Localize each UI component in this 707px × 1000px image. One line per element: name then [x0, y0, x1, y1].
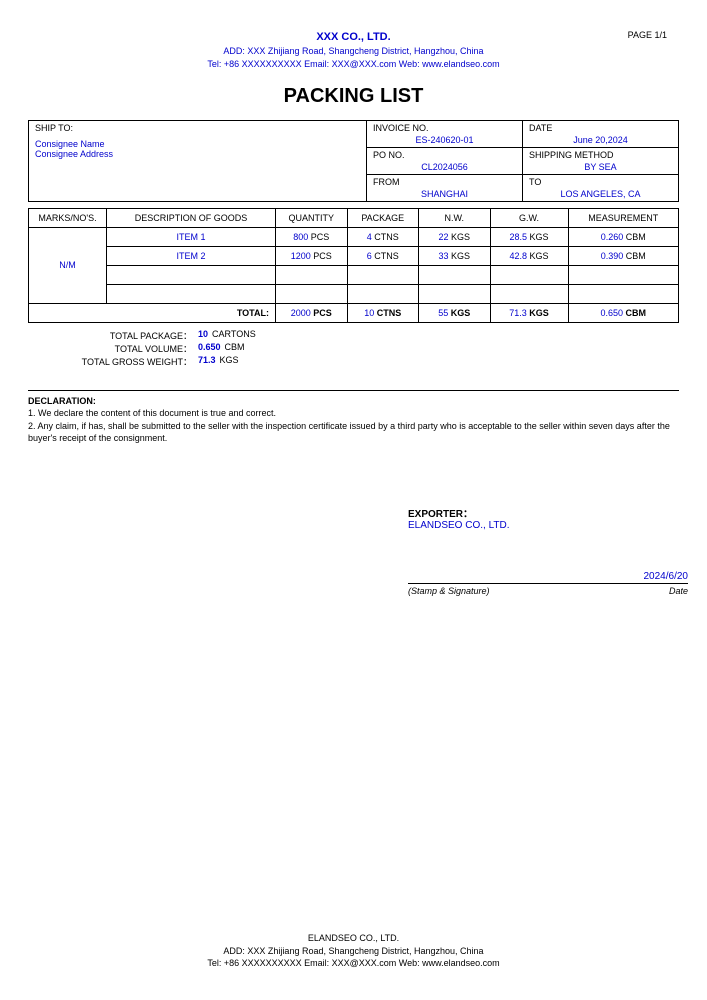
declaration-title: DECLARATION: [28, 395, 679, 408]
to-label: TO [529, 177, 672, 187]
unit: KGS [451, 308, 471, 318]
item-gw: 28.5 [509, 232, 527, 242]
document-title: PACKING LIST [28, 85, 679, 108]
summary-vol-unit: CBM [225, 342, 245, 352]
declaration-line2: 2. Any claim, if has, shall be submitted… [28, 420, 679, 445]
unit: KGS [530, 251, 549, 261]
unit: PCS [313, 308, 332, 318]
table-row: N/M ITEM 1 800 PCS 4 CTNS 22 KGS 28.5 KG… [29, 227, 679, 246]
table-row-empty [29, 265, 679, 284]
exporter-name: ELANDSEO CO., LTD. [408, 520, 679, 531]
col-gw: G.W. [490, 208, 568, 227]
total-pkg: 10 [364, 308, 374, 318]
item-meas: 0.390 [601, 251, 624, 261]
footer-contact: Tel: +86 XXXXXXXXXX Email: XXX@XXX.com W… [0, 957, 707, 970]
total-qty: 2000 [291, 308, 311, 318]
item-desc: ITEM 1 [107, 227, 276, 246]
declaration-line1: 1. We declare the content of this docume… [28, 407, 679, 420]
consignee-address: Consignee Address [35, 149, 360, 159]
letterhead: XXX CO., LTD. ADD: XXX Zhijiang Road, Sh… [28, 30, 679, 71]
unit: PCS [313, 251, 332, 261]
unit: KGS [451, 232, 470, 242]
footer: ELANDSEO CO., LTD. ADD: XXX Zhijiang Roa… [0, 932, 707, 970]
page-number: PAGE 1/1 [628, 30, 667, 40]
company-name: XXX CO., LTD. [28, 30, 679, 45]
unit: CTNS [374, 251, 399, 261]
col-desc: DESCRIPTION OF GOODS [107, 208, 276, 227]
item-qty: 1200 [291, 251, 311, 261]
date-label: DATE [529, 123, 672, 133]
separator [28, 390, 679, 391]
item-gw: 42.8 [509, 251, 527, 261]
unit: CTNS [377, 308, 402, 318]
col-nw: N.W. [419, 208, 491, 227]
signature-date: 2024/6/20 [408, 571, 688, 584]
summary-gw-unit: KGS [220, 355, 239, 365]
date-label: Date [669, 586, 688, 596]
shipmethod-label: SHIPPING METHOD [529, 150, 672, 160]
summary-gw-label: TOTAL GROSS WEIGHT： [28, 355, 198, 368]
po-label: PO NO. [373, 150, 516, 160]
summary-pkg-unit: CARTONS [212, 329, 256, 339]
to-value: LOS ANGELES, CA [529, 187, 672, 199]
total-nw: 55 [438, 308, 448, 318]
stamp-label: (Stamp & Signature) [408, 586, 490, 596]
consignee-name: Consignee Name [35, 139, 360, 149]
item-qty: 800 [293, 232, 308, 242]
info-table: SHIP TO: Consignee Name Consignee Addres… [28, 120, 679, 202]
item-meas: 0.260 [601, 232, 624, 242]
item-desc: ITEM 2 [107, 246, 276, 265]
shipto-label: SHIP TO: [35, 123, 360, 133]
unit: KGS [530, 232, 549, 242]
footer-address: ADD: XXX Zhijiang Road, Shangcheng Distr… [0, 945, 707, 958]
col-meas: MEASUREMENT [568, 208, 679, 227]
table-row: ITEM 2 1200 PCS 6 CTNS 33 KGS 42.8 KGS 0… [29, 246, 679, 265]
table-header-row: MARKS/NO'S. DESCRIPTION OF GOODS QUANTIT… [29, 208, 679, 227]
invoice-no: ES-240620-01 [373, 133, 516, 145]
unit: KGS [529, 308, 549, 318]
unit: CTNS [374, 232, 399, 242]
total-label: TOTAL: [29, 303, 276, 322]
from-label: FROM [373, 177, 516, 187]
exporter-block: EXPORTER： ELANDSEO CO., LTD. [408, 505, 679, 531]
col-qty: QUANTITY [276, 208, 348, 227]
total-gw: 71.3 [509, 308, 527, 318]
invoice-label: INVOICE NO. [373, 123, 516, 133]
signature-block: 2024/6/20 (Stamp & Signature) Date [408, 571, 688, 596]
summary-gw-val: 71.3 [198, 355, 216, 365]
shipmethod-value: BY SEA [529, 160, 672, 172]
from-value: SHANGHAI [373, 187, 516, 199]
summary-pkg-val: 10 [198, 329, 208, 339]
unit: CBM [626, 308, 647, 318]
unit: PCS [311, 232, 330, 242]
table-row-empty [29, 284, 679, 303]
po-no: CL2024056 [373, 160, 516, 172]
summary-vol-label: TOTAL VOLUME： [28, 342, 198, 355]
item-nw: 22 [438, 232, 448, 242]
unit: CBM [626, 251, 646, 261]
item-nw: 33 [438, 251, 448, 261]
total-row: TOTAL: 2000 PCS 10 CTNS 55 KGS 71.3 KGS … [29, 303, 679, 322]
item-pkg: 4 [367, 232, 372, 242]
item-pkg: 6 [367, 251, 372, 261]
company-contact: Tel: +86 XXXXXXXXXX Email: XXX@XXX.com W… [28, 58, 679, 71]
summary-pkg-label: TOTAL PACKAGE： [28, 329, 198, 342]
summary-vol-val: 0.650 [198, 342, 221, 352]
summary-block: TOTAL PACKAGE： 10 CARTONS TOTAL VOLUME： 0… [28, 329, 679, 368]
unit: CBM [626, 232, 646, 242]
exporter-label: EXPORTER： [408, 505, 679, 520]
footer-company: ELANDSEO CO., LTD. [0, 932, 707, 945]
items-table: MARKS/NO'S. DESCRIPTION OF GOODS QUANTIT… [28, 208, 679, 323]
declaration-block: DECLARATION: 1. We declare the content o… [28, 395, 679, 445]
date-value: June 20,2024 [529, 133, 672, 145]
marks-value: N/M [29, 227, 107, 303]
col-pkg: PACKAGE [347, 208, 419, 227]
company-address: ADD: XXX Zhijiang Road, Shangcheng Distr… [28, 45, 679, 58]
unit: KGS [451, 251, 470, 261]
total-meas: 0.650 [600, 308, 623, 318]
col-marks: MARKS/NO'S. [29, 208, 107, 227]
